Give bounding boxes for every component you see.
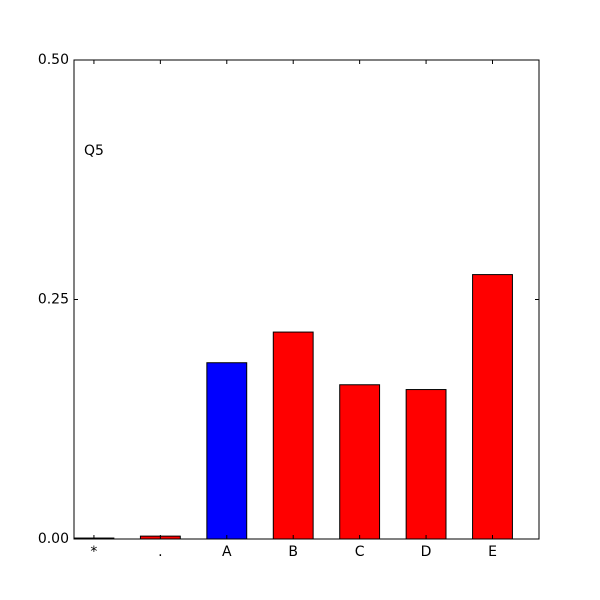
- plot-frame: [73, 59, 540, 540]
- x-tick-label: C: [355, 544, 365, 560]
- bar: [272, 331, 314, 540]
- x-tick-label: E: [488, 544, 497, 560]
- x-tick-label: A: [222, 544, 232, 560]
- x-tick-label: *: [90, 544, 97, 560]
- x-tick-label: .: [158, 544, 162, 560]
- x-tick-label: D: [421, 544, 432, 560]
- annotation: Q5: [84, 143, 104, 159]
- y-tick-label: 0.25: [38, 292, 69, 308]
- bar: [339, 384, 381, 540]
- bar: [206, 362, 248, 540]
- x-tick-label: B: [288, 544, 298, 560]
- bar: [472, 274, 513, 540]
- y-tick-label: 0.00: [38, 531, 69, 547]
- bar: [405, 389, 447, 540]
- y-tick-label: 0.50: [38, 52, 69, 68]
